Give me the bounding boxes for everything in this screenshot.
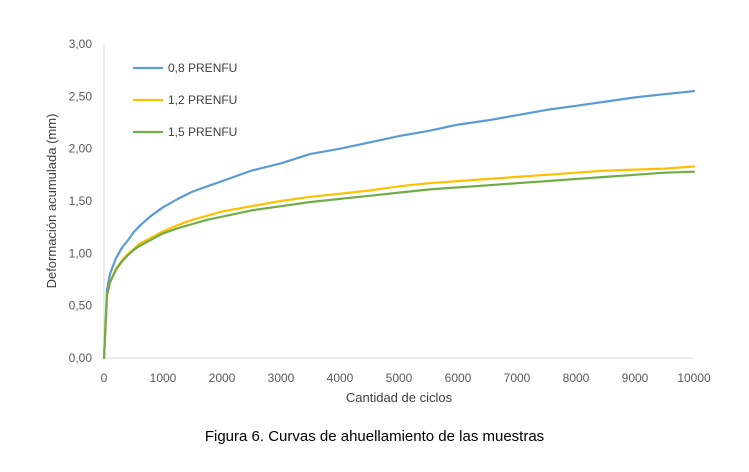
y-tick-label: 1,50 — [69, 194, 93, 208]
series-lines — [102, 89, 696, 360]
y-tick-labels: 0,00 0,50 1,00 1,50 2,00 2,50 3,00 — [69, 37, 93, 365]
x-tick-label: 5000 — [386, 371, 413, 385]
legend-label: 0,8 PRENFU — [168, 61, 237, 75]
y-tick-label: 2,00 — [69, 142, 93, 156]
legend: 0,8 PRENFU 1,2 PRENFU 1,5 PRENFU — [133, 61, 237, 139]
y-tick-label: 1,00 — [69, 246, 93, 260]
y-tick-label: 0,50 — [69, 299, 93, 313]
x-axis-title: Cantidad de ciclos — [346, 390, 453, 405]
x-tick-label: 9000 — [622, 371, 649, 385]
y-axis-title: Deformación acumulada (mm) — [44, 114, 59, 289]
x-tick-label: 0 — [101, 371, 108, 385]
x-tick-labels: 0 1000 2000 3000 4000 5000 6000 7000 8000 9000 100… — [101, 371, 711, 385]
legend-label: 1,2 PRENFU — [168, 93, 237, 107]
x-tick-label: 4000 — [327, 371, 354, 385]
x-tick-label: 1000 — [150, 371, 177, 385]
x-tick-label: 7000 — [504, 371, 531, 385]
figure-caption: Figura 6. Curvas de ahuellamiento de las… — [204, 428, 545, 445]
y-tick-label: 3,00 — [69, 37, 93, 51]
x-tick-label: 8000 — [563, 371, 590, 385]
series-line-2 — [102, 165, 696, 360]
y-tick-label: 2,50 — [69, 89, 93, 103]
series-line-3 — [102, 170, 696, 360]
x-tick-label: 6000 — [445, 371, 472, 385]
series-line-1 — [102, 89, 696, 360]
x-tick-label: 10000 — [677, 371, 711, 385]
y-tick-label: 0,00 — [69, 351, 93, 365]
legend-label: 1,5 PRENFU — [168, 125, 237, 139]
x-tick-label: 3000 — [268, 371, 295, 385]
x-tick-label: 2000 — [209, 371, 236, 385]
